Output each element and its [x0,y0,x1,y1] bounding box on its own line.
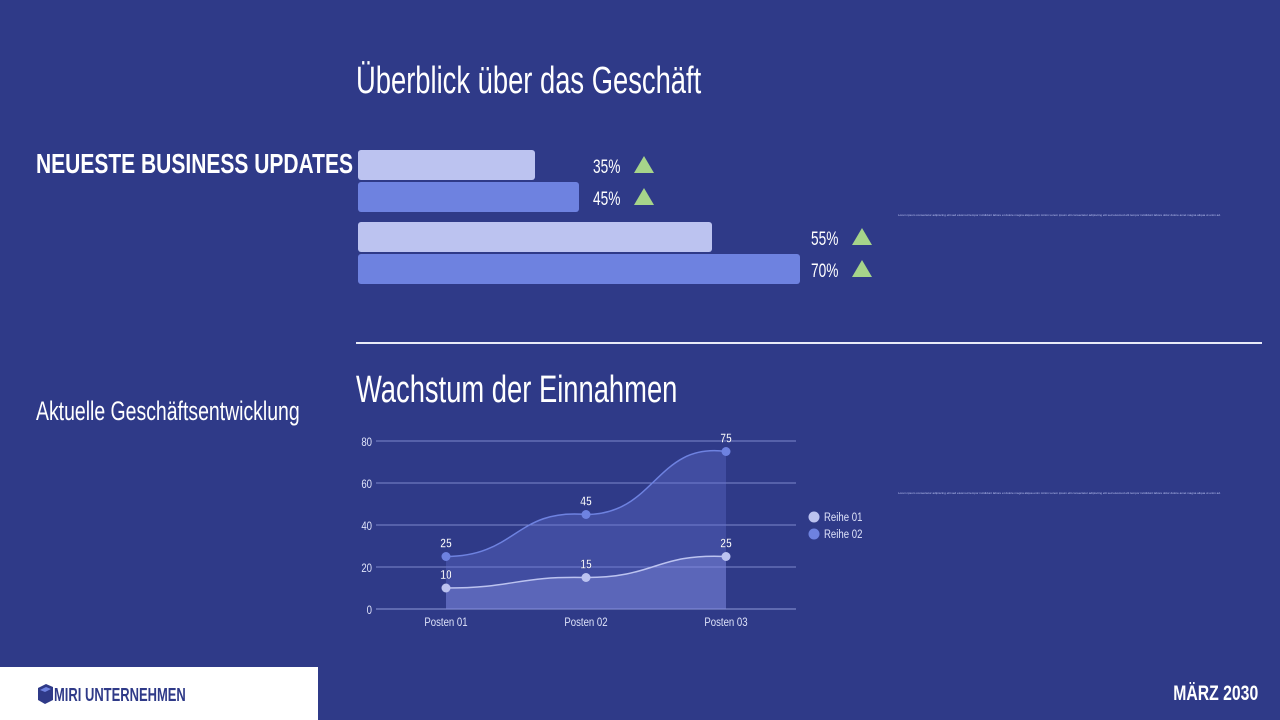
y-tick-label: 20 [361,562,372,575]
legend-marker [808,528,820,540]
legend-marker [808,511,820,523]
bar-3 [358,222,712,252]
footer-date: MÄRZ 2030 [1173,682,1258,705]
data-label: 45 [580,494,592,508]
x-tick-label: Posten 02 [564,616,607,629]
area-reihe-02 [446,450,726,609]
data-label: 10 [440,568,452,582]
bar-1 [358,150,535,180]
y-tick-label: 0 [367,604,372,617]
bar-4 [358,254,800,284]
x-tick-label: Posten 01 [424,616,467,629]
section-subheading: Aktuelle Geschäftsentwicklung [36,396,300,426]
data-point [721,552,731,561]
bar-2 [358,182,579,212]
growth-note: Lorem ipsum consectetur adipiscing elit … [898,491,1221,495]
footer-logo-box: MIRI UNTERNEHMEN [0,667,318,720]
bar-4-label: 70% [811,261,839,282]
data-point [581,573,591,582]
data-point [721,447,731,456]
section-heading: NEUESTE BUSINESS UPDATES [36,148,354,179]
data-point [581,510,591,519]
y-tick-label: 80 [361,436,372,449]
logo-text: MIRI UNTERNEHMEN [54,685,186,705]
divider [356,342,1262,344]
data-label: 15 [580,557,592,571]
logo-icon [38,684,53,704]
data-point [441,583,451,593]
legend-label: Reihe 01 [824,511,862,524]
data-label: 25 [720,536,732,550]
up-triangle-icon [852,228,872,245]
up-triangle-icon [634,188,654,205]
y-tick-label: 60 [361,478,372,491]
x-tick-label: Posten 03 [704,616,747,629]
data-point [441,552,451,561]
overview-title: Überblick über das Geschäft [356,60,702,102]
up-triangle-icon [634,156,654,173]
growth-title: Wachstum der Einnahmen [356,369,678,411]
bar-1-label: 35% [593,157,621,178]
overview-note: Lorem ipsum consectetur adipiscing elit … [898,213,1221,217]
y-tick-label: 40 [361,520,372,533]
bar-2-label: 45% [593,189,621,210]
data-label: 25 [440,536,452,550]
bar-3-label: 55% [811,229,839,250]
up-triangle-icon [852,260,872,277]
legend-label: Reihe 02 [824,528,862,541]
data-label: 75 [720,431,732,445]
area-reihe-01 [446,556,726,609]
